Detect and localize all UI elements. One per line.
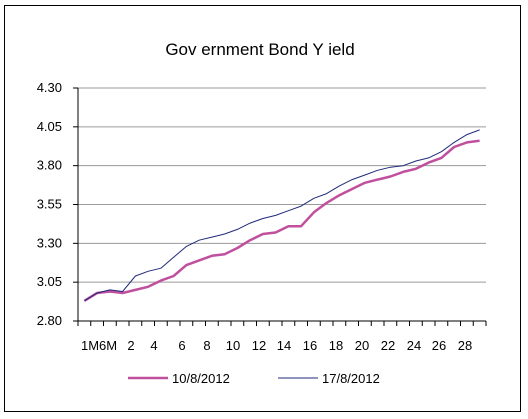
x-tick-label: 18 [329, 338, 343, 353]
y-tick-label: 3.80 [37, 158, 62, 173]
series-line-2 [84, 129, 480, 302]
series-line-1 [83, 139, 480, 302]
x-axis-labels: 1M 6M 2 4 6 8 10 12 14 16 18 20 22 24 26 28 [81, 338, 472, 353]
x-tick-label: 16 [303, 338, 317, 353]
chart-title: Gov ernment Bond Y ield [165, 40, 354, 59]
legend: 10/8/2012 17/8/2012 [128, 371, 380, 386]
y-tick-label: 2.80 [37, 313, 62, 328]
y-tick-label: 3.05 [37, 274, 62, 289]
x-tick-label: 24 [407, 338, 421, 353]
x-tick-label: 14 [277, 338, 291, 353]
x-tick-label: 10 [226, 338, 240, 353]
x-tick-label: 12 [252, 338, 266, 353]
grid-lines [73, 87, 486, 322]
x-tick-label: 8 [203, 338, 210, 353]
x-tick-label: 2 [127, 338, 134, 353]
x-tick-label: 1M [81, 338, 99, 353]
legend-label-1: 10/8/2012 [172, 371, 230, 386]
x-tick-label: 20 [355, 338, 369, 353]
axes [77, 88, 487, 326]
y-tick-label: 3.30 [37, 235, 62, 250]
x-tick-label: 22 [381, 338, 395, 353]
x-tick-label: 4 [150, 338, 157, 353]
legend-label-2: 17/8/2012 [322, 371, 380, 386]
x-tick-label: 28 [458, 338, 472, 353]
y-axis-labels: 2.80 3.05 3.30 3.55 3.80 4.05 4.30 [37, 80, 62, 328]
x-tick-label: 6 [178, 338, 185, 353]
chart-frame [4, 5, 521, 412]
y-tick-label: 3.55 [37, 197, 62, 212]
y-tick-label: 4.05 [37, 119, 62, 134]
x-tick-label: 6M [99, 338, 117, 353]
x-tick-label: 26 [432, 338, 446, 353]
series-lines [83, 129, 480, 302]
y-tick-label: 4.30 [37, 80, 62, 95]
